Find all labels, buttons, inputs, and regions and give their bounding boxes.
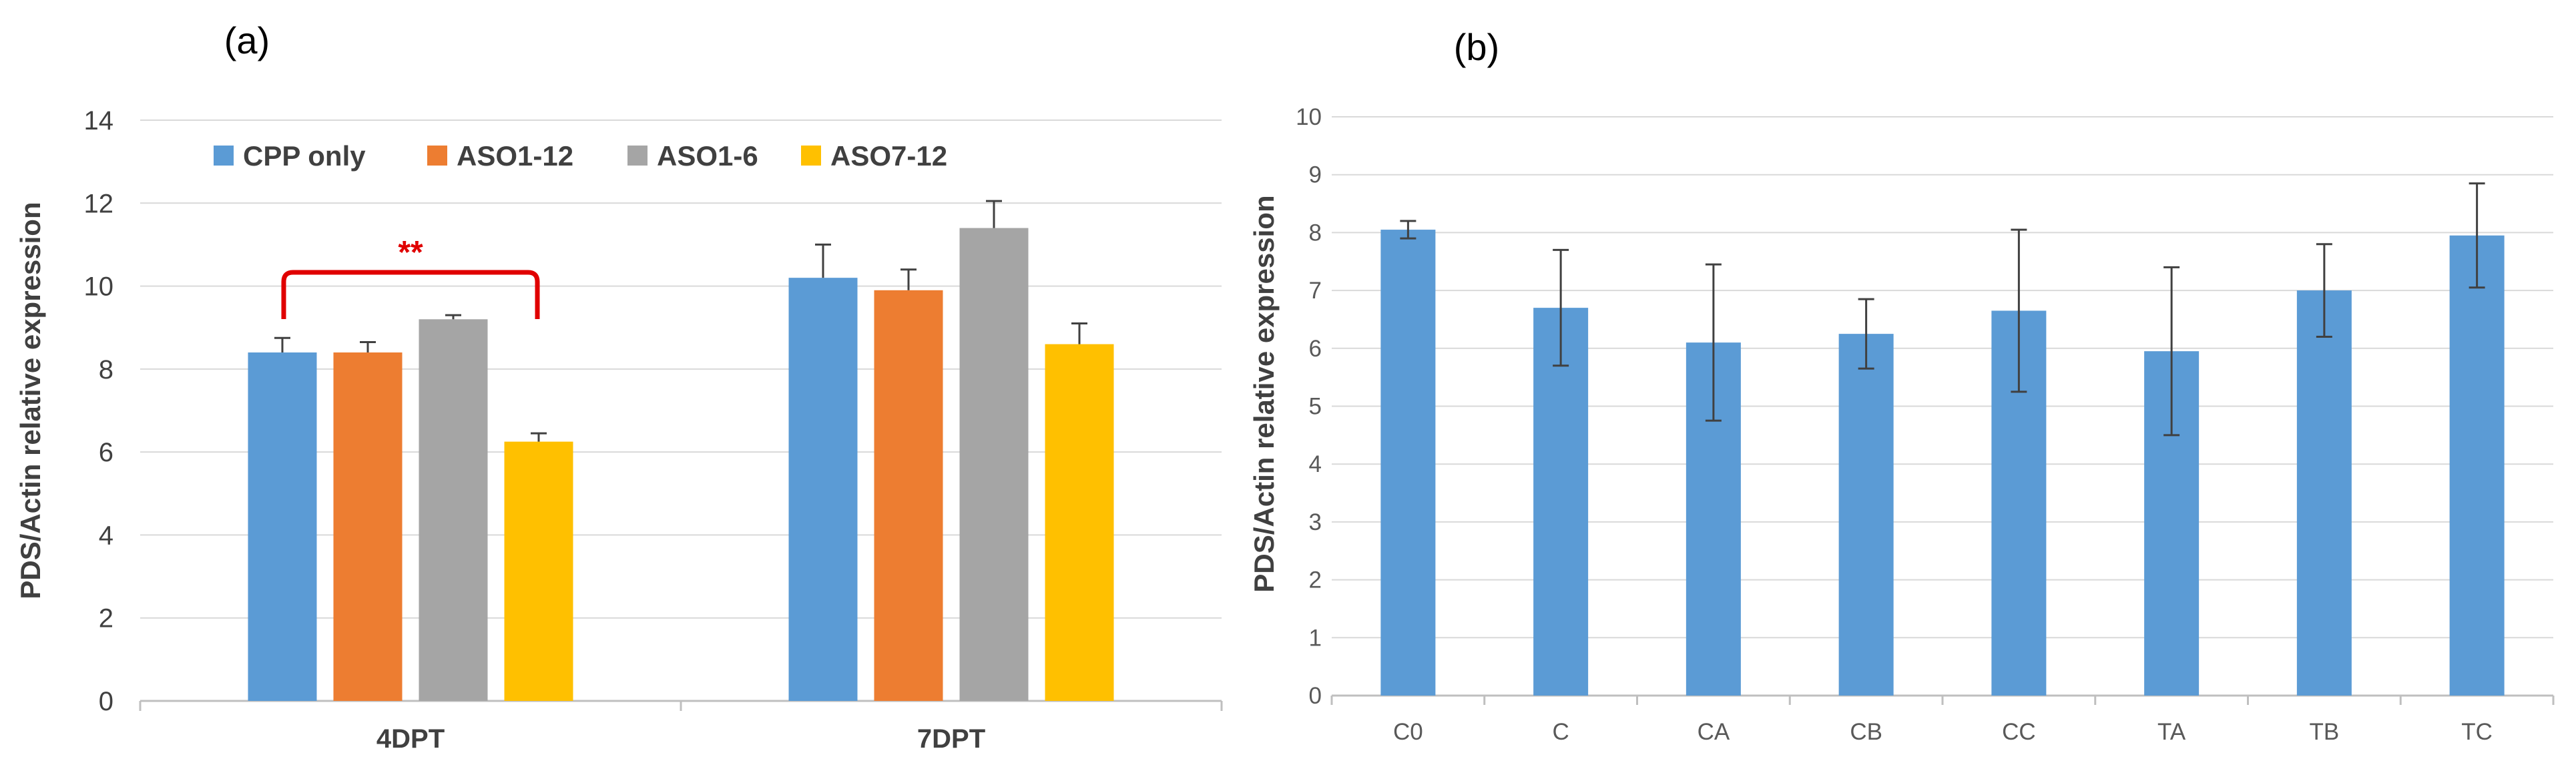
chart-b-y-axis-label: PDS/Actin relative expression — [1248, 195, 1280, 592]
y-tick-label: 2 — [99, 604, 113, 633]
y-tick-label: 1 — [1309, 625, 1322, 651]
bar — [1045, 344, 1114, 701]
x-tick-label: TB — [2310, 719, 2340, 745]
legend-label: ASO1-6 — [657, 140, 758, 172]
y-tick-label: 4 — [1309, 451, 1322, 477]
x-tick-label: CB — [1850, 719, 1882, 745]
x-tick-label: C — [1552, 719, 1569, 745]
bar — [333, 352, 403, 701]
y-tick-label: 6 — [1309, 336, 1322, 362]
x-tick-label: TA — [2157, 719, 2186, 745]
y-tick-label: 5 — [1309, 394, 1322, 420]
bar — [248, 352, 317, 701]
bar — [1533, 308, 1589, 696]
bar — [1380, 230, 1436, 696]
chart-b-y-ticks: 0 1 2 3 4 5 6 7 8 9 10 — [1296, 104, 1322, 709]
y-tick-label: 2 — [1309, 567, 1322, 593]
legend-label: CPP only — [243, 140, 366, 172]
y-tick-label: 3 — [1309, 509, 1322, 535]
legend-swatch — [627, 146, 648, 166]
x-tick-label: 4DPT — [376, 724, 445, 754]
chart-b: (b) 0 1 2 3 4 5 6 7 8 9 10 C0 C CA CB CC TA TB TC PDS/Act… — [1248, 26, 2555, 745]
bar — [874, 290, 943, 701]
chart-a-y-axis-label: PDS/Actin relative expression — [15, 202, 46, 599]
y-tick-label: 10 — [84, 272, 114, 302]
panel-label-a: (a) — [224, 19, 270, 61]
x-tick-label: 7DPT — [917, 724, 985, 754]
legend-label: ASO7-12 — [830, 140, 947, 172]
x-tick-label: CC — [2002, 719, 2036, 745]
legend-swatch — [214, 146, 234, 166]
y-tick-label: 12 — [84, 189, 114, 218]
y-tick-label: 8 — [99, 355, 113, 384]
chart-a-legend: CPP only ASO1-12 ASO1-6 ASO7-12 — [214, 140, 947, 172]
y-tick-label: 14 — [84, 106, 114, 136]
chart-b-x-ticks: C0 C CA CB CC TA TB TC — [1330, 696, 2555, 745]
y-tick-label: 0 — [99, 687, 113, 716]
x-tick-label: C0 — [1393, 719, 1423, 745]
legend-swatch — [427, 146, 447, 166]
chart-a-gridlines — [140, 119, 1222, 702]
x-tick-label: CA — [1698, 719, 1730, 745]
x-tick-label: TC — [2461, 719, 2493, 745]
y-tick-label: 0 — [1309, 683, 1322, 709]
bar — [1838, 334, 1894, 696]
chart-a-y-ticks: 0 2 4 6 8 10 12 14 — [84, 106, 114, 716]
chart-a-error-bars — [274, 200, 1087, 442]
bar — [419, 319, 488, 701]
panel-label-b: (b) — [1454, 26, 1499, 68]
significance-bracket — [281, 270, 540, 319]
chart-a: (a) 0 2 4 6 8 10 12 14 4DPT 7DPT PDS/Actin relat… — [15, 19, 1223, 754]
bar — [504, 441, 573, 701]
legend-label: ASO1-12 — [457, 140, 573, 172]
significance-label: ** — [398, 235, 423, 270]
bar — [2296, 290, 2352, 696]
y-tick-label: 4 — [99, 521, 113, 550]
bar — [2449, 235, 2505, 696]
y-tick-label: 7 — [1309, 278, 1322, 304]
chart-b-gridlines — [1332, 116, 2553, 697]
y-tick-label: 6 — [99, 438, 113, 467]
y-tick-label: 9 — [1309, 162, 1322, 188]
significance-annotation: ** — [281, 235, 540, 319]
chart-a-bars — [248, 228, 1114, 702]
bar — [959, 228, 1029, 702]
chart-a-x-ticks: 4DPT 7DPT — [139, 701, 1223, 754]
y-tick-label: 10 — [1296, 104, 1322, 130]
chart-b-error-bars — [1400, 182, 2485, 437]
y-tick-label: 8 — [1309, 220, 1322, 246]
chart-b-bars — [1380, 230, 2505, 696]
legend-swatch — [801, 146, 821, 166]
bar — [788, 278, 858, 702]
